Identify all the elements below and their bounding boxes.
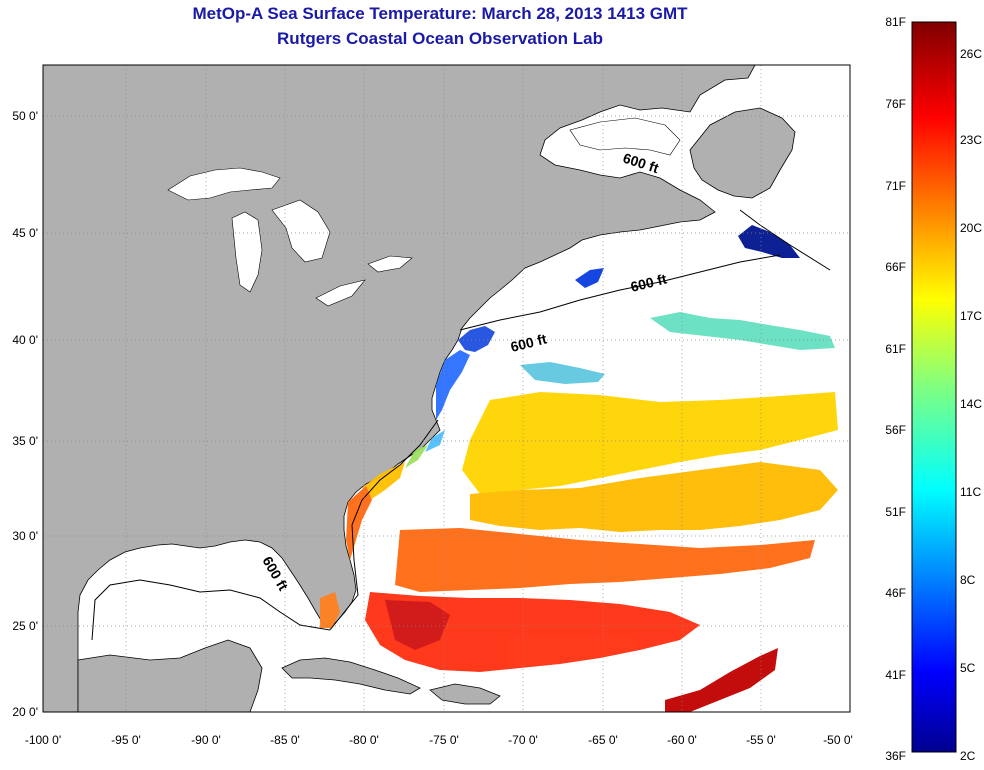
colorbar-f-label: 76F	[885, 97, 906, 111]
colorbar-f-label: 51F	[885, 505, 906, 519]
lon-tick-label: -55 0'	[746, 733, 776, 747]
land-yucatan	[77, 639, 263, 712]
lon-tick-label: -75 0'	[429, 733, 459, 747]
colorbar: 81F 76F 71F 66F 61F 56F 51F 46F 41F 36F …	[885, 15, 982, 763]
land-newfoundland	[689, 107, 796, 199]
lat-tick-label: 35 0'	[12, 434, 38, 448]
lon-tick-label: -90 0'	[191, 733, 221, 747]
lat-tick-label: 25 0'	[12, 619, 38, 633]
colorbar-c-label: 26C	[960, 47, 982, 61]
colorbar-c-label: 20C	[960, 221, 982, 235]
colorbar-f-label: 61F	[885, 342, 906, 356]
land-cuba	[281, 657, 421, 695]
colorbar-f-label: 41F	[885, 668, 906, 682]
colorbar-f-label: 36F	[885, 749, 906, 763]
longitude-axis: -100 0' -95 0' -90 0' -85 0' -80 0' -75 …	[25, 733, 853, 747]
land-hispaniola	[429, 683, 501, 705]
colorbar-c-label: 8C	[960, 573, 976, 587]
colorbar-c-label: 11C	[960, 485, 981, 499]
lon-tick-label: -60 0'	[667, 733, 697, 747]
map-title: MetOp-A Sea Surface Temperature: March 2…	[192, 4, 688, 23]
colorbar-c-label: 14C	[960, 397, 982, 411]
lon-tick-label: -95 0'	[111, 733, 141, 747]
lat-tick-label: 40 0'	[12, 333, 38, 347]
lat-tick-label: 50 0'	[12, 109, 38, 123]
lon-tick-label: -65 0'	[588, 733, 618, 747]
lon-tick-label: -85 0'	[270, 733, 300, 747]
lon-tick-label: -80 0'	[349, 733, 379, 747]
map-subtitle: Rutgers Coastal Ocean Observation Lab	[277, 29, 603, 48]
gulf-st-lawrence	[569, 117, 681, 156]
colorbar-f-label: 71F	[885, 179, 906, 193]
bathymetry-600ft-contour	[91, 209, 831, 641]
latitude-axis: 50 0' 45 0' 40 0' 35 0' 30 0' 25 0' 20 0…	[12, 109, 38, 719]
lake-michigan-huron	[231, 199, 331, 293]
graticule	[43, 65, 850, 712]
map-frame	[42, 64, 851, 713]
lon-tick-label: -100 0'	[25, 733, 61, 747]
colorbar-c-label: 2C	[960, 749, 976, 763]
colorbar-f-label: 56F	[885, 423, 906, 437]
lat-tick-label: 30 0'	[12, 529, 38, 543]
colorbar-c-label: 5C	[960, 661, 976, 675]
colorbar-f-label: 81F	[885, 15, 906, 29]
colorbar-c-label: 17C	[960, 309, 982, 323]
lat-tick-label: 45 0'	[12, 226, 38, 240]
lon-tick-label: -50 0'	[823, 733, 853, 747]
colorbar-gradient	[911, 21, 957, 753]
colorbar-f-label: 46F	[885, 586, 906, 600]
lat-tick-label: 20 0'	[12, 705, 38, 719]
map-area: 600 ft 600 ft 600 ft 600 ft	[42, 64, 851, 713]
sst-data-overlay	[320, 225, 838, 712]
lon-tick-label: -70 0'	[508, 733, 538, 747]
lake-superior	[167, 167, 281, 201]
land-north-america	[43, 65, 756, 712]
colorbar-c-label: 23C	[960, 133, 982, 147]
colorbar-f-label: 66F	[885, 260, 906, 274]
